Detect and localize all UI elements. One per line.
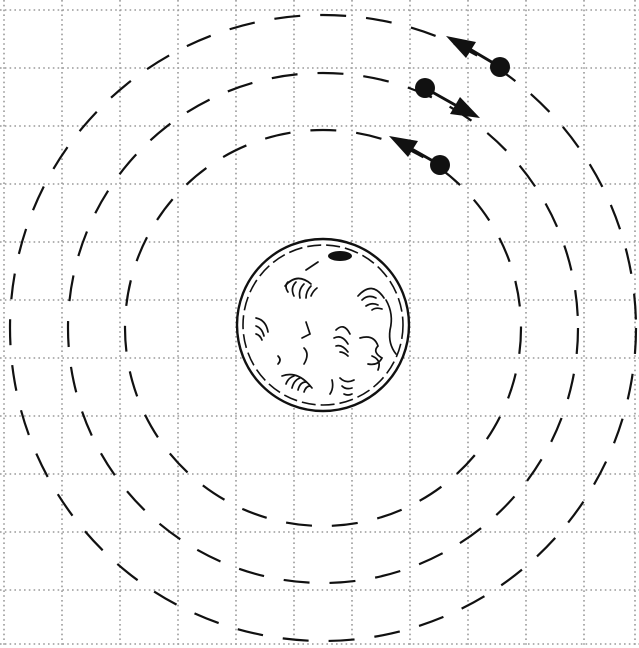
middle-orbit-body	[415, 78, 480, 118]
crater-center-right	[333, 325, 351, 357]
outer-orbit-body	[446, 36, 510, 77]
outer-orbit	[8, 13, 638, 643]
crater-upper-left	[284, 277, 318, 299]
crater-upper-right	[357, 287, 385, 311]
crater-lower-left	[281, 373, 313, 393]
middle-orbit	[66, 71, 580, 585]
inner-orbit	[123, 128, 523, 528]
cratered-planet-icon	[235, 237, 411, 413]
inner-orbit-body	[389, 136, 450, 175]
